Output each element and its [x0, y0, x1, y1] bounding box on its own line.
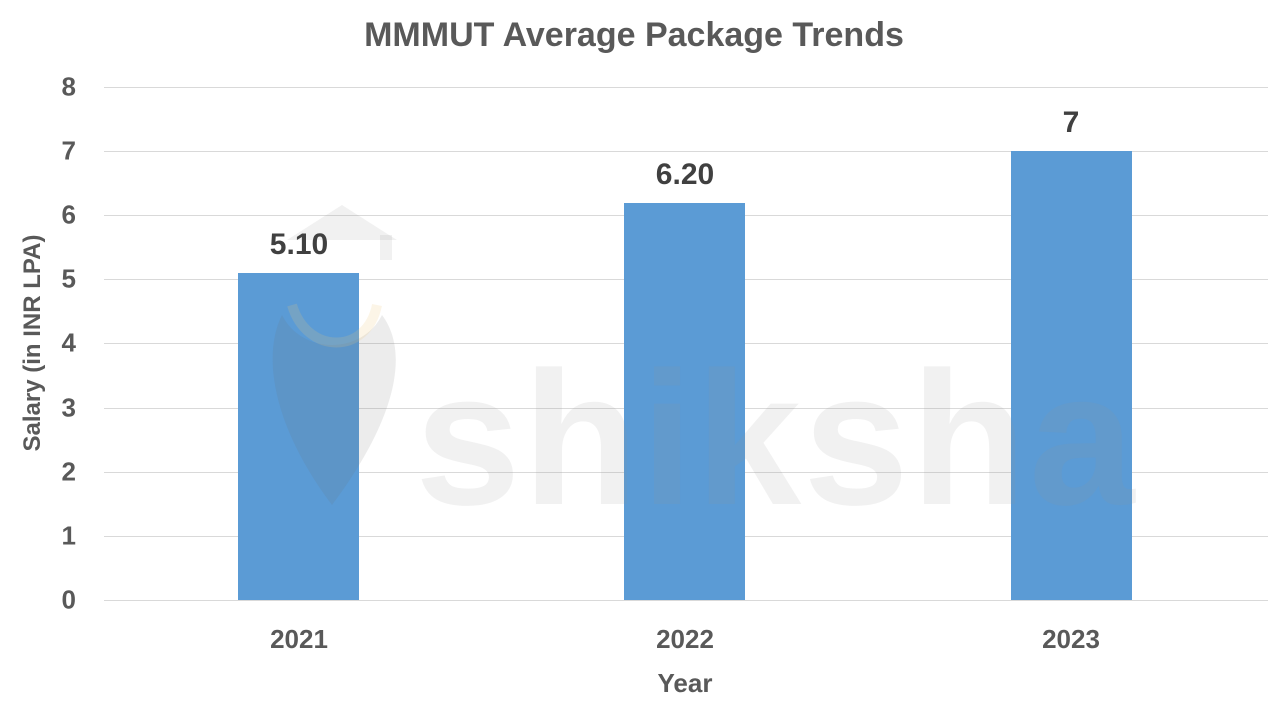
- x-axis-line: [104, 600, 1268, 601]
- bar-2021: [238, 273, 359, 600]
- y-tick-label: 8: [61, 71, 76, 102]
- y-tick-label: 1: [61, 520, 76, 551]
- y-tick-label: 7: [61, 135, 76, 166]
- watermark-text: shiksha: [415, 333, 1137, 545]
- x-tick-label: 2022: [656, 624, 714, 654]
- data-label-2023: 7: [1062, 106, 1080, 139]
- chart-title: MMMUT Average Package Trends: [364, 16, 904, 54]
- x-tick-label: 2021: [270, 624, 328, 654]
- bar-2023: [1011, 151, 1132, 600]
- bar-2022: [624, 203, 745, 600]
- data-label-2021: 5.10: [269, 228, 329, 261]
- watermark-logo-icon: [272, 205, 397, 505]
- x-tick-label: 2023: [1042, 624, 1100, 654]
- y-tick-label: 4: [61, 327, 76, 358]
- y-tick-label: 5: [61, 263, 76, 294]
- data-label-2022: 6.20: [655, 158, 715, 191]
- y-tick-label: 3: [61, 392, 76, 423]
- y-tick-label: 6: [61, 199, 76, 230]
- gridline-7: [104, 151, 1268, 152]
- x-axis-label: Year: [657, 668, 713, 698]
- y-tick-label: 0: [61, 584, 76, 615]
- y-tick-label: 2: [61, 456, 76, 487]
- gridline-8: [104, 87, 1268, 88]
